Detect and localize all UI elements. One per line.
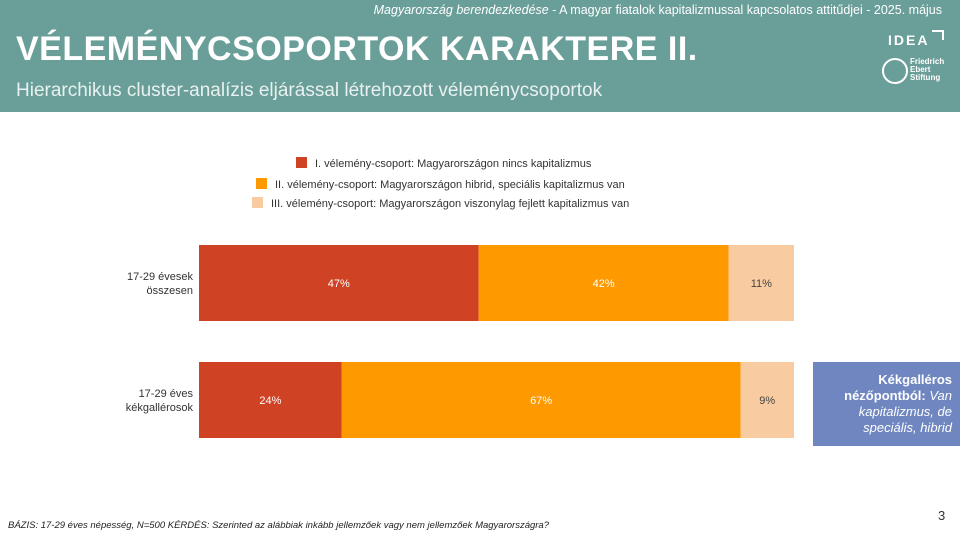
survey-info-rest: - A magyar fiatalok kapitalizmussal kapc… (548, 3, 942, 17)
data-label: 47% (328, 278, 350, 290)
bar-segment (740, 362, 794, 438)
survey-info-line: Magyarország berendezkedése - A magyar f… (374, 3, 942, 17)
data-label: 11% (751, 278, 772, 290)
legend-item: III. vélemény-csoport: Magyarországon vi… (252, 197, 629, 210)
legend-label: III. vélemény-csoport: Magyarországon vi… (271, 198, 630, 210)
legend-swatch (296, 157, 307, 168)
fes-logo-line: Ebert (910, 65, 931, 74)
callout-italic-text: Van kapitalizmus, de speciális, hibrid (858, 388, 952, 435)
fes-logo-line: Friedrich (910, 57, 945, 66)
fes-logo: Friedrich Ebert Stiftung (882, 58, 952, 86)
callout-box: Kékgalléros nézőpontból: Van kapitalizmu… (813, 362, 960, 446)
bar-segment (341, 362, 741, 438)
legend-label: I. vélemény-csoport: Magyarországon ninc… (315, 158, 592, 170)
data-label: 9% (759, 395, 775, 407)
data-label: 24% (259, 395, 281, 407)
bar-segment (199, 362, 342, 438)
legend-swatch (252, 197, 263, 208)
bar-segment (478, 245, 729, 321)
page-subtitle: Hierarchikus cluster-analízis eljárással… (16, 80, 603, 101)
category-label: 17-29 évesek (127, 271, 194, 283)
idea-logo: IDEA (888, 32, 930, 48)
data-label: 42% (593, 278, 615, 290)
page-title: VÉLEMÉNYCSOPORTOK KARAKTERE II. (16, 30, 698, 68)
fes-emblem-icon (882, 58, 908, 84)
fes-logo-line: Stiftung (910, 73, 941, 82)
header-banner: Magyarország berendezkedése - A magyar f… (0, 0, 960, 112)
legend-label: II. vélemény-csoport: Magyarországon hib… (275, 179, 625, 191)
survey-info-italic: Magyarország berendezkedése (373, 3, 549, 17)
legend-swatch (256, 178, 267, 189)
legend-item: I. vélemény-csoport: Magyarországon ninc… (296, 157, 591, 170)
category-label: kékgallérosok (126, 402, 194, 414)
idea-logo-mark-icon (932, 30, 944, 40)
data-label: 67% (530, 395, 552, 407)
page-number: 3 (938, 508, 946, 523)
legend-item: II. vélemény-csoport: Magyarországon hib… (256, 178, 625, 191)
bar-segment (728, 245, 794, 321)
callout-bold-text: Kékgalléros nézőpontból: (844, 372, 952, 403)
bar-segment (199, 245, 479, 321)
stacked-bar-chart: 47% 42% 11% 17-29 évesek összesen 24% 67% 9% 17-… (126, 245, 794, 438)
fes-logo-text: Friedrich Ebert Stiftung (910, 58, 944, 82)
category-label: 17-29 éves (139, 388, 194, 400)
category-label: összesen (147, 285, 193, 297)
footer-note: BÁZIS: 17-29 éves népesség, N=500 KÉRDÉS… (8, 520, 549, 531)
